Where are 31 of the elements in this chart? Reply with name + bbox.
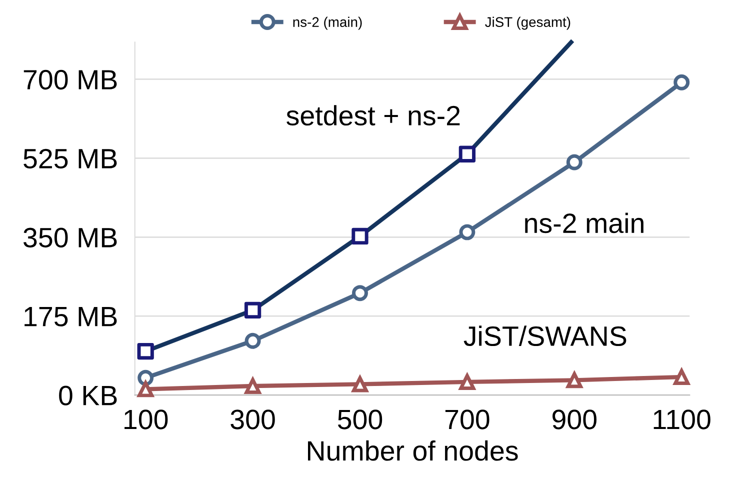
point (352, 285, 368, 302)
y-tick-label: 175 MB (24, 307, 117, 326)
point (459, 374, 476, 390)
y-tick-label: 525 MB (24, 148, 117, 169)
point (352, 376, 368, 392)
annotation: JiST/SWANS (464, 326, 626, 346)
y-tick-label: 700 MB (24, 70, 117, 90)
x-tick-label: 300 (230, 410, 275, 430)
legend-label: ns-2 (main) (293, 16, 362, 30)
x-tick-label: 1100 (654, 410, 710, 430)
point (352, 228, 368, 245)
point (458, 146, 476, 162)
x-tick-label: 500 (338, 410, 382, 430)
point (674, 74, 690, 90)
point (566, 372, 582, 388)
point (137, 342, 154, 360)
y-tick-label: 350 MB (24, 228, 117, 248)
point (566, 154, 582, 170)
x-tick-label: 700 (445, 410, 490, 430)
point (138, 370, 154, 386)
annotation: setdest + ns-2 (286, 105, 460, 126)
y-tick-label: 0 KB (59, 386, 117, 406)
point (138, 381, 154, 398)
point (459, 224, 476, 240)
point (244, 302, 262, 319)
legend-label: JiST (gesamt) (485, 16, 570, 30)
annotation: ns-2 main (525, 212, 644, 234)
x-axis-title: Number of nodes (308, 440, 518, 461)
x-tick-label: 100 (124, 410, 168, 430)
point (244, 332, 261, 349)
x-tick-label: 900 (552, 410, 596, 430)
